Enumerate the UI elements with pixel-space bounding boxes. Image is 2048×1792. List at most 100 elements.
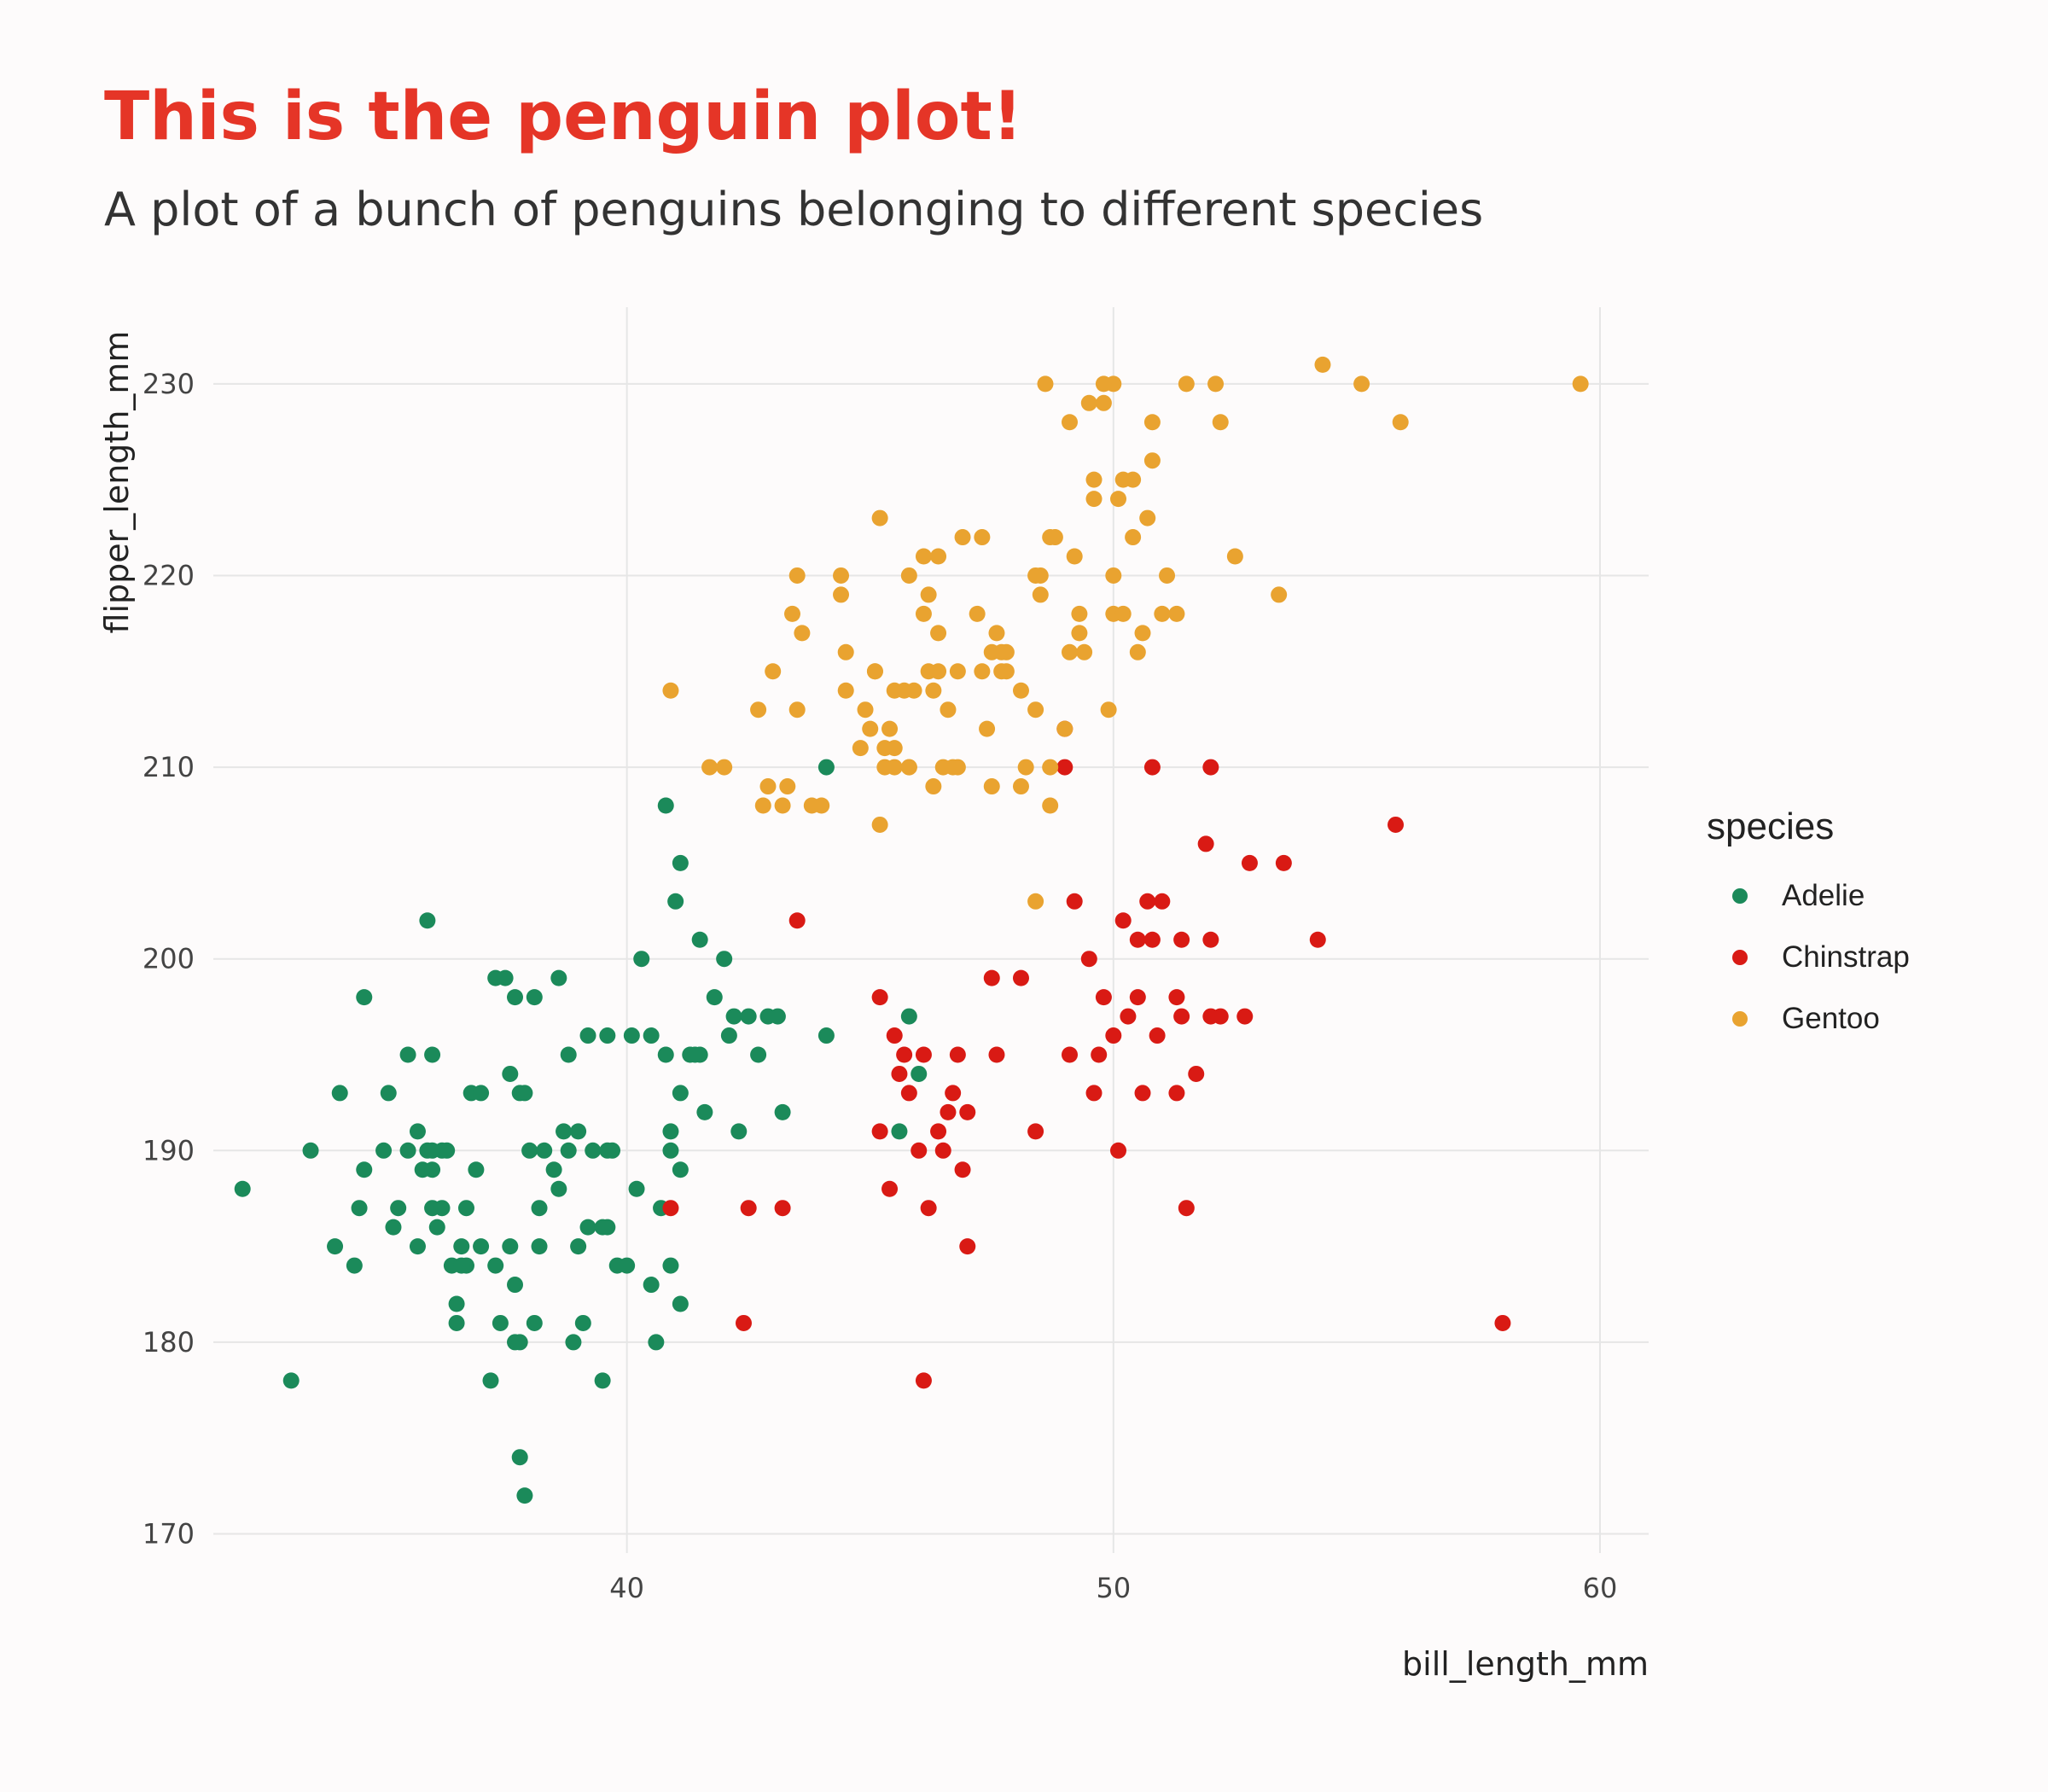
y-tick-label: 170 (143, 1518, 195, 1551)
data-point (765, 663, 782, 680)
data-point (1271, 586, 1288, 603)
data-point (1012, 778, 1029, 795)
data-point (570, 1238, 587, 1255)
data-point (701, 759, 719, 776)
data-point (920, 586, 937, 603)
data-point (940, 701, 957, 719)
data-point (282, 1372, 300, 1389)
data-point (1241, 854, 1258, 871)
data-point (905, 682, 922, 699)
data-point (954, 529, 971, 546)
data-point (1226, 548, 1243, 565)
legend-key (1732, 1011, 1748, 1027)
data-point (915, 1046, 932, 1063)
legend-items: Adelie Chinstrap Gentoo (1707, 865, 1910, 1050)
data-point (1388, 816, 1405, 833)
data-point (502, 1065, 519, 1082)
data-point (531, 1200, 548, 1217)
data-point (550, 1180, 567, 1197)
data-point (507, 1277, 524, 1294)
x-tick-label: 50 (1096, 1572, 1131, 1604)
data-point (900, 759, 917, 776)
data-point (1178, 1200, 1195, 1217)
data-point (881, 1180, 899, 1197)
data-point (886, 682, 903, 699)
x-axis-label: bill_length_mm (1402, 1645, 1649, 1683)
data-point (409, 1238, 426, 1255)
data-point (560, 1046, 577, 1063)
data-point (492, 1314, 509, 1331)
data-point (725, 1008, 742, 1025)
data-point (356, 989, 373, 1006)
data-point (1207, 375, 1225, 393)
data-point (516, 1487, 533, 1504)
data-point (433, 1200, 451, 1217)
data-point (794, 625, 811, 642)
data-point (871, 989, 888, 1006)
y-tick-label: 230 (143, 368, 195, 400)
data-point (657, 797, 674, 814)
x-tick-label: 60 (1583, 1572, 1618, 1604)
data-point (969, 605, 986, 622)
data-point (1012, 682, 1029, 699)
data-point (648, 1334, 665, 1351)
data-point (959, 1103, 976, 1120)
data-point (833, 586, 850, 603)
data-point (565, 1334, 582, 1351)
data-point (1110, 491, 1127, 508)
data-point (871, 816, 888, 833)
data-point (507, 989, 524, 1006)
data-point (556, 1123, 573, 1140)
data-point (1114, 605, 1132, 622)
data-point (1202, 1008, 1219, 1025)
data-point (453, 1238, 470, 1255)
data-point (686, 1046, 703, 1063)
data-point (1071, 625, 1088, 642)
data-point (817, 1027, 835, 1044)
data-point (526, 989, 543, 1006)
data-point (720, 1027, 737, 1044)
data-point (424, 1161, 441, 1178)
grid-lines (213, 307, 1649, 1553)
data-point (623, 1027, 640, 1044)
data-point (643, 1277, 660, 1294)
data-point (399, 1142, 416, 1159)
data-point (1168, 1085, 1185, 1102)
data-point (1105, 567, 1122, 584)
data-point (375, 1142, 393, 1159)
data-point (1212, 414, 1229, 431)
data-point (448, 1295, 465, 1312)
data-point (390, 1200, 407, 1217)
data-point (915, 548, 932, 565)
data-point (1012, 969, 1029, 986)
data-point (817, 759, 835, 776)
data-point (998, 663, 1015, 680)
data-point (1139, 509, 1156, 527)
data-point (633, 951, 650, 968)
data-point (521, 1142, 538, 1159)
data-point (1071, 605, 1088, 622)
data-point (628, 1180, 645, 1197)
data-point (1125, 471, 1142, 488)
data-point (959, 1238, 976, 1255)
data-point (900, 567, 917, 584)
data-point (891, 1065, 908, 1082)
data-point (1392, 414, 1409, 431)
data-point (857, 701, 874, 719)
data-point (453, 1257, 470, 1274)
data-point (833, 567, 850, 584)
data-point (1168, 989, 1185, 1006)
data-point (716, 951, 733, 968)
data-point (1105, 1027, 1122, 1044)
legend-label: Gentoo (1782, 1002, 1880, 1035)
data-point (911, 1142, 928, 1159)
data-point (1134, 1085, 1151, 1102)
data-point (1095, 989, 1112, 1006)
data-point (1134, 625, 1151, 642)
data-point (1125, 529, 1142, 546)
x-tick-label: 40 (609, 1572, 644, 1604)
data-point (1056, 759, 1073, 776)
legend-key (1732, 950, 1748, 965)
data-point (473, 1085, 490, 1102)
data-point (983, 778, 1000, 795)
